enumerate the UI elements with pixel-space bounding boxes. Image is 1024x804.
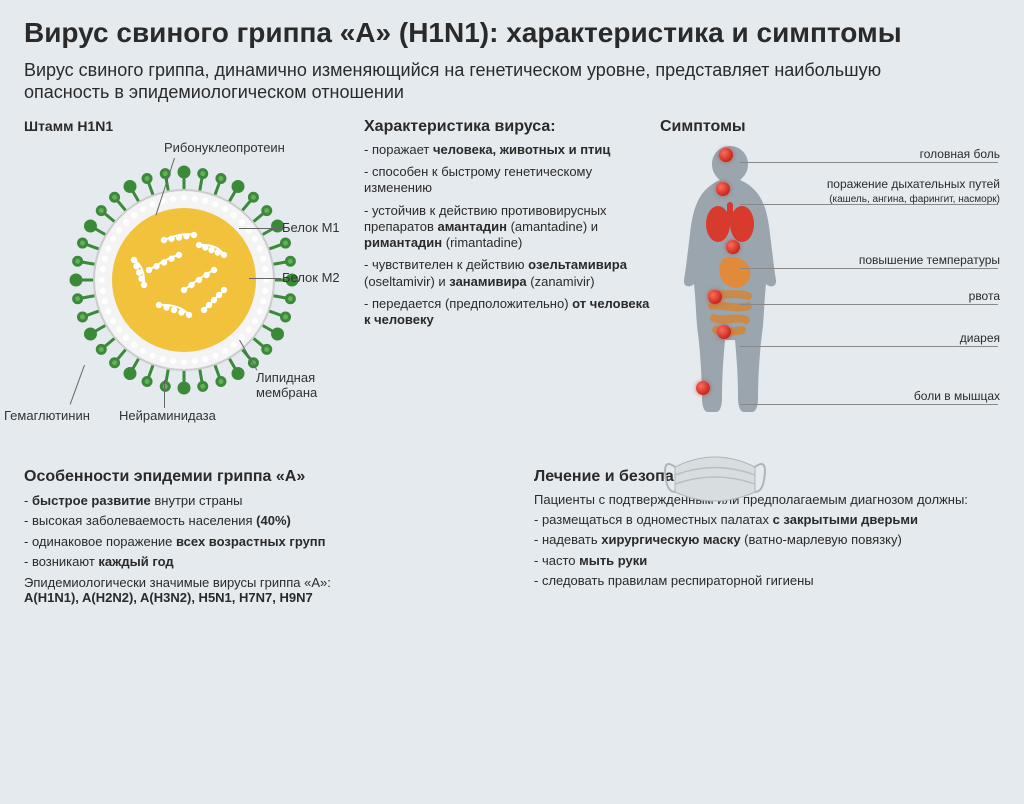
label-hema: Гемаглютинин xyxy=(4,408,90,423)
treatment-list: - размещаться в одноместных палатах с за… xyxy=(534,511,994,590)
virus-icon xyxy=(64,160,304,400)
symptom-label: диарея xyxy=(800,332,1000,346)
epidemic-viruses: A(H1N1), A(H2N2), A(H3N2), H5N1, H7N7, H… xyxy=(24,590,474,605)
bottom-row: Особенности эпидемии гриппа «А» - быстро… xyxy=(24,468,1000,605)
symptom-point-icon xyxy=(717,325,731,339)
symptoms-column: Симптомы головн xyxy=(660,118,1000,462)
list-item: - чувствителен к действию озельтамивира … xyxy=(364,257,650,290)
symptom-label: боли в мышцах xyxy=(800,390,1000,404)
symptom-label: рвота xyxy=(800,290,1000,304)
list-item: - возникают каждый год xyxy=(24,553,474,571)
virus-column: Штамм H1N1 Рибонуклеопротеин Белок М1 xyxy=(24,118,354,462)
label-lipid: Липидная мембрана xyxy=(256,370,354,400)
strain-label: Штамм H1N1 xyxy=(24,118,354,134)
list-item: - устойчив к действию противовирусных пр… xyxy=(364,203,650,252)
symptom-label: повышение температуры xyxy=(800,254,1000,268)
leader-line xyxy=(740,404,998,405)
main-row: Штамм H1N1 Рибонуклеопротеин Белок М1 xyxy=(24,118,1000,462)
epidemic-list: - быстрое развитие внутри страны - высока… xyxy=(24,492,474,571)
list-item: - передается (предположительно) от челов… xyxy=(364,296,650,329)
page-subtitle: Вирус свиного гриппа, динамично изменяющ… xyxy=(24,59,924,104)
label-m2: Белок М2 xyxy=(282,270,340,285)
list-item: - следовать правилам респираторной гигие… xyxy=(534,572,994,590)
characteristics-list: - поражает человека, животных и птиц - сп… xyxy=(364,142,650,335)
label-neur: Нейраминидаза xyxy=(119,408,216,423)
symptom-point-icon xyxy=(696,381,710,395)
list-item: - надевать хирургическую маску (ватно-ма… xyxy=(534,531,994,549)
epidemic-block: Особенности эпидемии гриппа «А» - быстро… xyxy=(24,468,474,605)
label-ribo: Рибонуклеопротеин xyxy=(164,140,285,155)
symptom-point-icon xyxy=(716,182,730,196)
body-diagram: головная боль поражение дыхательных путей… xyxy=(660,142,1000,462)
symptom-point-icon xyxy=(726,240,740,254)
virus-diagram: Рибонуклеопротеин Белок М1 Белок М2 Липи… xyxy=(24,140,354,450)
symptom-label: поражение дыхательных путей(кашель, анги… xyxy=(800,178,1000,206)
leader-line xyxy=(740,304,998,305)
list-item: - способен к быстрому генетическому изме… xyxy=(364,164,650,197)
leader-line xyxy=(740,162,998,163)
symptoms-heading: Симптомы xyxy=(660,118,1000,136)
list-item: - размещаться в одноместных палатах с за… xyxy=(534,511,994,529)
list-item: - высокая заболеваемость населения (40%) xyxy=(24,512,474,530)
leader-line xyxy=(740,204,998,205)
leader-line xyxy=(740,268,998,269)
mask-icon xyxy=(660,442,770,512)
list-item: - быстрое развитие внутри страны xyxy=(24,492,474,510)
epidemic-tail-label: Эпидемиологически значимые вирусы гриппа… xyxy=(24,575,474,590)
leader-line xyxy=(740,346,998,347)
label-m1: Белок М1 xyxy=(282,220,340,235)
human-body-icon xyxy=(660,142,800,462)
symptom-point-icon xyxy=(708,290,722,304)
epidemic-heading: Особенности эпидемии гриппа «А» xyxy=(24,468,474,486)
characteristics-column: Характеристика вируса: - поражает челове… xyxy=(364,118,650,462)
page-title: Вирус свиного гриппа «А» (H1N1): характе… xyxy=(24,18,1000,49)
list-item: - часто мыть руки xyxy=(534,552,994,570)
list-item: - поражает человека, животных и птиц xyxy=(364,142,650,158)
symptom-label: головная боль xyxy=(800,148,1000,162)
characteristics-heading: Характеристика вируса: xyxy=(364,118,650,136)
list-item: - одинаковое поражение всех возрастных г… xyxy=(24,533,474,551)
symptom-point-icon xyxy=(719,148,733,162)
